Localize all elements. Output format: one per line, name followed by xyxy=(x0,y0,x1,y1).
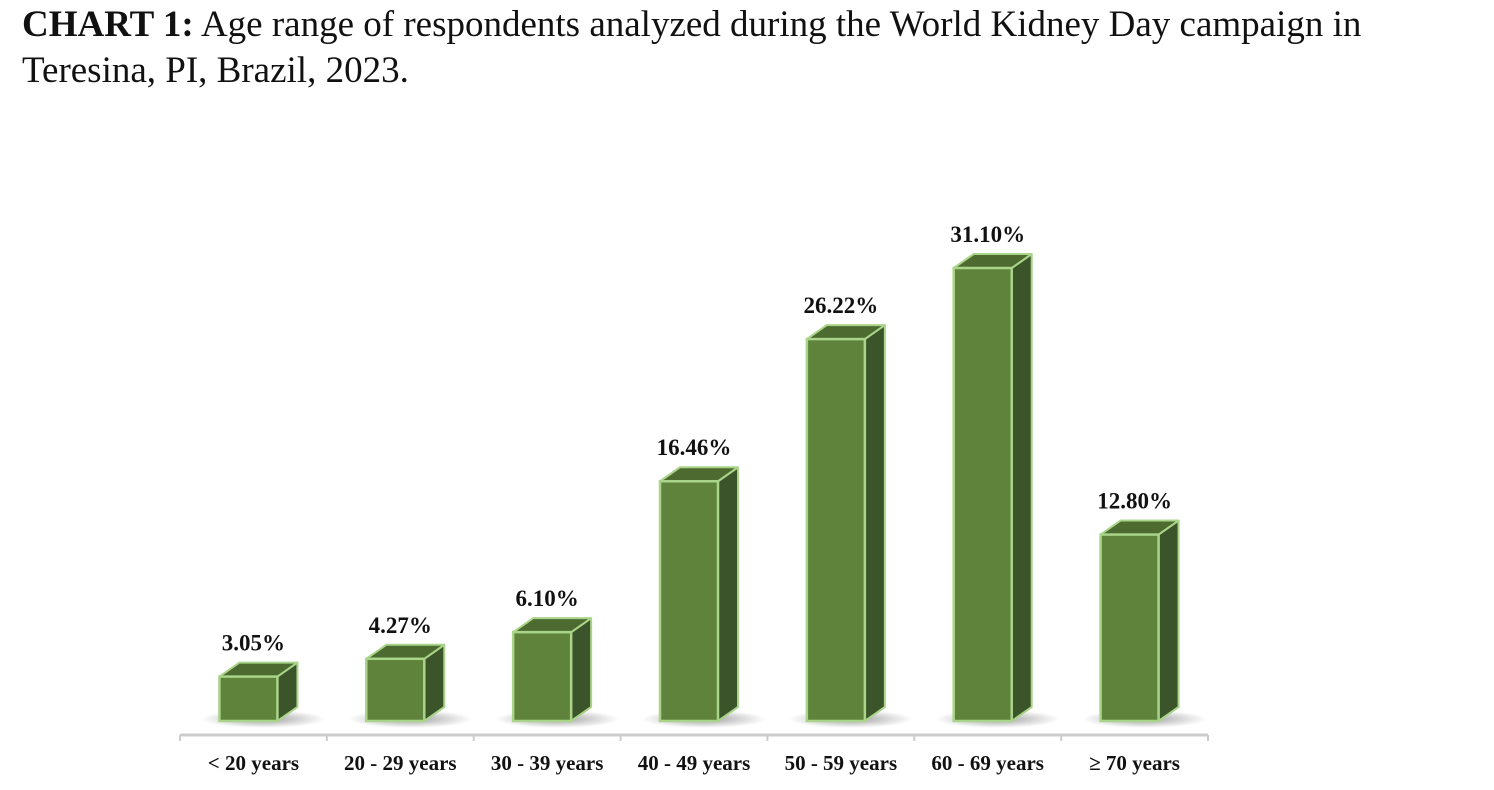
x-axis xyxy=(179,733,1209,741)
bar-5 xyxy=(805,324,886,723)
bar-side xyxy=(1010,253,1033,722)
value-label: 6.10% xyxy=(516,586,579,611)
category-label: < 20 years xyxy=(208,751,299,775)
value-labels: 3.05% 4.27% 6.10% 16.46% 26.22% 31.10% 12.80% xyxy=(222,222,1172,656)
category-labels: < 20 years 20 - 29 years 30 - 39 years 40 -… xyxy=(208,751,1180,775)
bar-side xyxy=(570,617,593,722)
bar-front xyxy=(658,479,720,723)
bar-front xyxy=(805,337,867,723)
bar-front xyxy=(218,675,279,723)
caption-text: Age range of respondents analyzed during… xyxy=(22,4,1362,91)
category-label: 40 - 49 years xyxy=(638,751,751,775)
value-label: 3.05% xyxy=(222,631,285,656)
bar-side xyxy=(717,466,739,722)
bar-1 xyxy=(218,661,299,723)
bar-side xyxy=(1157,519,1180,722)
value-label: 26.22% xyxy=(803,293,878,318)
category-label: 60 - 69 years xyxy=(931,751,1044,775)
bar-3 xyxy=(511,617,593,723)
bar-2 xyxy=(365,643,446,723)
bar-front xyxy=(952,266,1013,723)
value-label: 12.80% xyxy=(1097,489,1172,514)
bar-front xyxy=(511,630,573,723)
bar-front xyxy=(365,657,426,723)
bars-group xyxy=(218,253,1180,723)
bar-6 xyxy=(952,253,1033,723)
value-label: 16.46% xyxy=(657,435,732,460)
bar-7 xyxy=(1099,519,1180,723)
value-label: 4.27% xyxy=(369,613,432,638)
value-label: 31.10% xyxy=(950,222,1025,247)
bar-side xyxy=(863,324,886,722)
bar-front xyxy=(1099,533,1160,723)
caption-lead: CHART 1: xyxy=(22,4,194,45)
category-label: 50 - 59 years xyxy=(785,751,898,775)
category-label: 20 - 29 years xyxy=(344,751,457,775)
chart-caption: CHART 1: Age range of respondents analyz… xyxy=(22,2,1472,94)
category-label: ≥ 70 years xyxy=(1089,751,1180,775)
bar-4 xyxy=(658,466,739,723)
category-label: 30 - 39 years xyxy=(491,751,604,775)
